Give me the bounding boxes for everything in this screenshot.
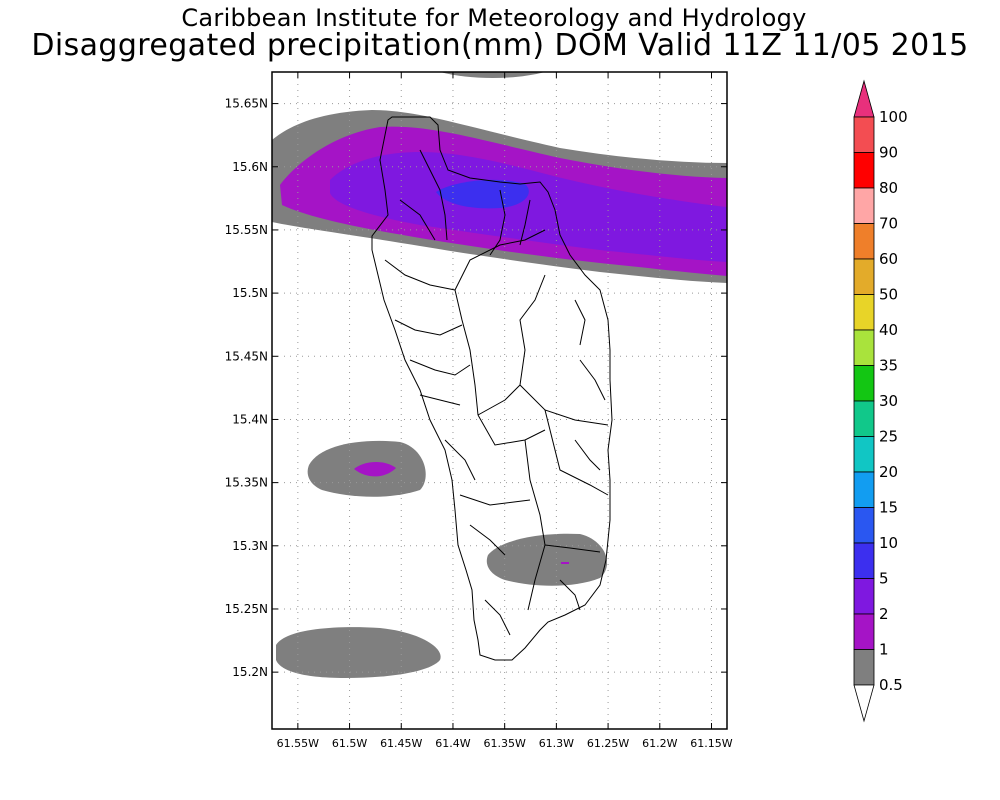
- legend-label: 100: [879, 108, 908, 126]
- river: [484, 599, 511, 636]
- parish-boundary: [454, 289, 479, 416]
- river: [559, 579, 581, 611]
- contour-purple-west-blob: [354, 461, 396, 477]
- lon-tick-label: 61.3W: [539, 737, 574, 750]
- parish-boundary: [544, 409, 609, 496]
- lon-tick-label: 61.4W: [435, 737, 470, 750]
- legend-swatch: [853, 116, 875, 153]
- parish-boundary: [454, 229, 546, 291]
- parish-boundary: [524, 439, 546, 546]
- legend-swatch: [853, 613, 875, 650]
- legend-arrow-top: [853, 79, 875, 118]
- lat-tick-label: 15.4N: [232, 412, 268, 426]
- legend-label: 40: [879, 321, 898, 339]
- river: [409, 359, 471, 376]
- legend-swatch: [853, 400, 875, 437]
- contour-gray-southwest-blob: [276, 627, 441, 678]
- legend-swatch: [853, 649, 875, 686]
- legend-swatch: [853, 223, 875, 260]
- contour-blue-core: [436, 179, 529, 209]
- legend-label: 5: [879, 570, 889, 588]
- coastline: [371, 116, 613, 661]
- legend-label: 30: [879, 392, 898, 410]
- legend-swatch: [853, 365, 875, 402]
- island-outline: [371, 116, 613, 661]
- parish-boundary: [477, 414, 546, 446]
- lon-tick-label: 61.25W: [587, 737, 629, 750]
- legend-label: 60: [879, 250, 898, 268]
- lon-tick-label: 61.45W: [380, 737, 422, 750]
- legend-swatch: [853, 471, 875, 508]
- river: [444, 439, 476, 481]
- parish-boundary: [459, 494, 531, 506]
- parish-boundary: [527, 544, 546, 611]
- contour-gray-southeast-blob: [486, 533, 608, 586]
- legend-swatch: [853, 294, 875, 331]
- parish-boundary: [519, 384, 609, 426]
- lon-tick-label: 61.15W: [690, 737, 732, 750]
- lon-tick-label: 61.5W: [332, 737, 367, 750]
- legend-label: 10: [879, 534, 898, 552]
- lat-tick-label: 15.35N: [225, 476, 268, 490]
- legend-swatch: [853, 436, 875, 473]
- legend-label: 0.5: [879, 676, 903, 694]
- legend-swatch: [853, 329, 875, 366]
- lat-tick-label: 15.65N: [225, 97, 268, 111]
- legend-swatch: [853, 578, 875, 615]
- parish-boundary: [477, 274, 546, 416]
- lon-tick-label: 61.55W: [277, 737, 319, 750]
- lat-tick-label: 15.45N: [225, 349, 268, 363]
- river: [574, 299, 586, 346]
- river: [579, 359, 606, 401]
- river: [399, 199, 436, 241]
- legend-label: 80: [879, 179, 898, 197]
- legend-swatch: [853, 507, 875, 544]
- legend-swatch: [853, 258, 875, 295]
- map-title: Caribbean Institute for Meteorology and …: [181, 4, 807, 32]
- precipitation-shading: [272, 72, 727, 678]
- plot-frame: [271, 71, 728, 730]
- river: [519, 199, 531, 246]
- lat-tick-label: 15.5N: [232, 286, 268, 300]
- lat-tick-label: 15.55N: [225, 223, 268, 237]
- precipitation-legend: 100 90 80 70 60 50 40 35 30 25 20 15 10 5 2 1 0.5: [853, 79, 908, 723]
- lat-tick-label: 15.25N: [225, 602, 268, 616]
- contour-gray-top-edge: [440, 72, 545, 78]
- contour-purple-southeast-speck: [561, 562, 569, 564]
- legend-arrow-bottom: [853, 684, 875, 723]
- legend-swatch: [853, 187, 875, 224]
- axis-ticks: 61.55W 61.5W 61.45W 61.4W 61.35W 61.3W 61.25W 6…: [225, 72, 733, 750]
- legend-label: 50: [879, 286, 898, 304]
- lat-tick-label: 15.2N: [232, 665, 268, 679]
- lon-tick-label: 61.2W: [642, 737, 677, 750]
- river: [419, 149, 448, 241]
- river: [394, 319, 463, 336]
- legend-label: 2: [879, 605, 889, 623]
- legend-swatch: [853, 152, 875, 189]
- legend-label: 20: [879, 463, 898, 481]
- map-subtitle: Disaggregated precipitation(mm) DOM Vali…: [31, 28, 969, 63]
- lat-tick-label: 15.6N: [232, 160, 268, 174]
- river: [469, 524, 506, 556]
- legend-swatch: [853, 542, 875, 579]
- legend-label: 35: [879, 357, 898, 375]
- lon-tick-label: 61.35W: [483, 737, 525, 750]
- legend-label: 25: [879, 428, 898, 446]
- legend-label: 1: [879, 641, 889, 659]
- legend-label: 90: [879, 144, 898, 162]
- river: [419, 394, 461, 406]
- legend-label: 15: [879, 499, 898, 517]
- lat-tick-label: 15.3N: [232, 539, 268, 553]
- legend-label: 70: [879, 215, 898, 233]
- river: [489, 189, 506, 256]
- parish-boundary: [544, 544, 601, 553]
- river: [384, 259, 456, 291]
- river: [574, 439, 601, 471]
